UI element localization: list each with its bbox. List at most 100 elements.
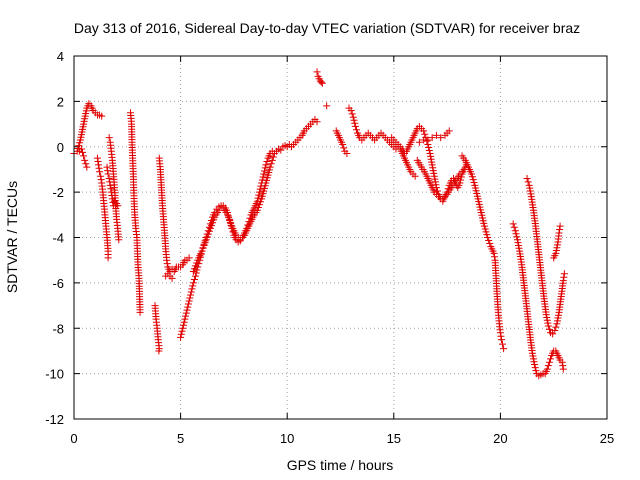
- data-point: [509, 220, 517, 228]
- data-point: [95, 161, 103, 169]
- data-point: [168, 274, 176, 282]
- data-point: [323, 102, 331, 110]
- x-axis-ticks: 0 5 10 15 20 25: [70, 56, 614, 446]
- data-point: [491, 253, 499, 261]
- data-point: [542, 311, 550, 319]
- data-point: [79, 148, 87, 156]
- data-point: [193, 259, 201, 267]
- data-point: [189, 279, 197, 287]
- data-point: [411, 172, 419, 180]
- data-point: [435, 193, 443, 201]
- data-point: [432, 131, 440, 139]
- data-point: [423, 137, 431, 145]
- data-point: [430, 169, 438, 177]
- data-point: [74, 144, 82, 152]
- data-point: [428, 158, 436, 166]
- data-point: [104, 167, 112, 175]
- data-point: [457, 173, 465, 181]
- data-point: [189, 282, 197, 290]
- data-point: [255, 201, 263, 209]
- data-point: [428, 161, 436, 169]
- data-point: [98, 112, 106, 120]
- data-point: [255, 188, 263, 196]
- data-point: [189, 268, 197, 276]
- data-point: [262, 161, 270, 169]
- data-point: [445, 127, 453, 135]
- data-point: [177, 333, 185, 341]
- data-point: [203, 233, 211, 241]
- data-point: [553, 241, 561, 249]
- data-point: [104, 254, 112, 262]
- data-point: [552, 323, 560, 331]
- data-point: [105, 134, 113, 142]
- data-point: [513, 236, 521, 244]
- data-point: [470, 178, 478, 186]
- data-point: [500, 345, 508, 353]
- data-point: [192, 269, 200, 277]
- data-point: [179, 324, 187, 332]
- data-point: [96, 168, 104, 176]
- data-point: [532, 367, 540, 375]
- data-point: [179, 321, 187, 329]
- data-point: [190, 265, 198, 273]
- data-point: [547, 355, 555, 363]
- data-point: [556, 222, 564, 230]
- data-point: [524, 178, 532, 186]
- data-point: [427, 155, 435, 163]
- data-point: [437, 134, 445, 142]
- data-point: [468, 173, 476, 181]
- data-point: [511, 227, 519, 235]
- data-point: [80, 152, 88, 160]
- grid-lines: [74, 56, 607, 419]
- data-point: [204, 230, 212, 238]
- data-point: [205, 227, 213, 235]
- series-seg3: [93, 154, 112, 262]
- data-point: [350, 116, 358, 124]
- data-point: [431, 178, 439, 186]
- data-point: [107, 188, 115, 196]
- data-point: [259, 173, 267, 181]
- x-tick-label: 25: [600, 431, 614, 446]
- data-point: [526, 187, 534, 195]
- data-point: [530, 358, 538, 366]
- series-seg8: [155, 154, 193, 276]
- data-point: [182, 312, 190, 320]
- y-axis-ticks: -12 -10 -8 -6 -4 -2 0 2 4: [45, 49, 607, 427]
- y-tick-label: -12: [45, 412, 64, 427]
- data-point: [552, 247, 560, 255]
- data-point: [192, 272, 200, 280]
- y-tick-label: 4: [57, 49, 64, 64]
- data-point: [457, 176, 465, 184]
- data-point: [428, 134, 436, 142]
- data-point: [351, 122, 359, 130]
- data-point: [545, 358, 553, 366]
- data-point: [559, 277, 567, 285]
- data-point: [551, 327, 559, 335]
- data-point: [349, 113, 357, 121]
- data-point: [200, 241, 208, 249]
- data-point: [263, 157, 271, 165]
- data-point: [497, 336, 505, 344]
- data-point: [481, 225, 489, 233]
- data-point: [93, 154, 101, 162]
- data-point: [313, 118, 321, 126]
- data-point: [177, 330, 185, 338]
- data-point: [485, 237, 493, 245]
- data-point: [180, 318, 188, 326]
- data-point: [185, 254, 193, 262]
- data-point: [553, 244, 561, 252]
- data-point: [115, 236, 123, 244]
- chart-title: Day 313 of 2016, Sidereal Day-to-day VTE…: [74, 20, 580, 36]
- data-point: [486, 240, 494, 248]
- data-point: [192, 262, 200, 270]
- data-point: [317, 78, 325, 86]
- data-point: [210, 216, 218, 224]
- data-point: [107, 185, 115, 193]
- data-point: [543, 365, 551, 373]
- series-seg10: [177, 147, 276, 341]
- data-point: [201, 239, 209, 247]
- data-point: [181, 315, 189, 323]
- data-point: [178, 327, 186, 335]
- data-point: [206, 224, 214, 232]
- series-seg21: [523, 175, 568, 338]
